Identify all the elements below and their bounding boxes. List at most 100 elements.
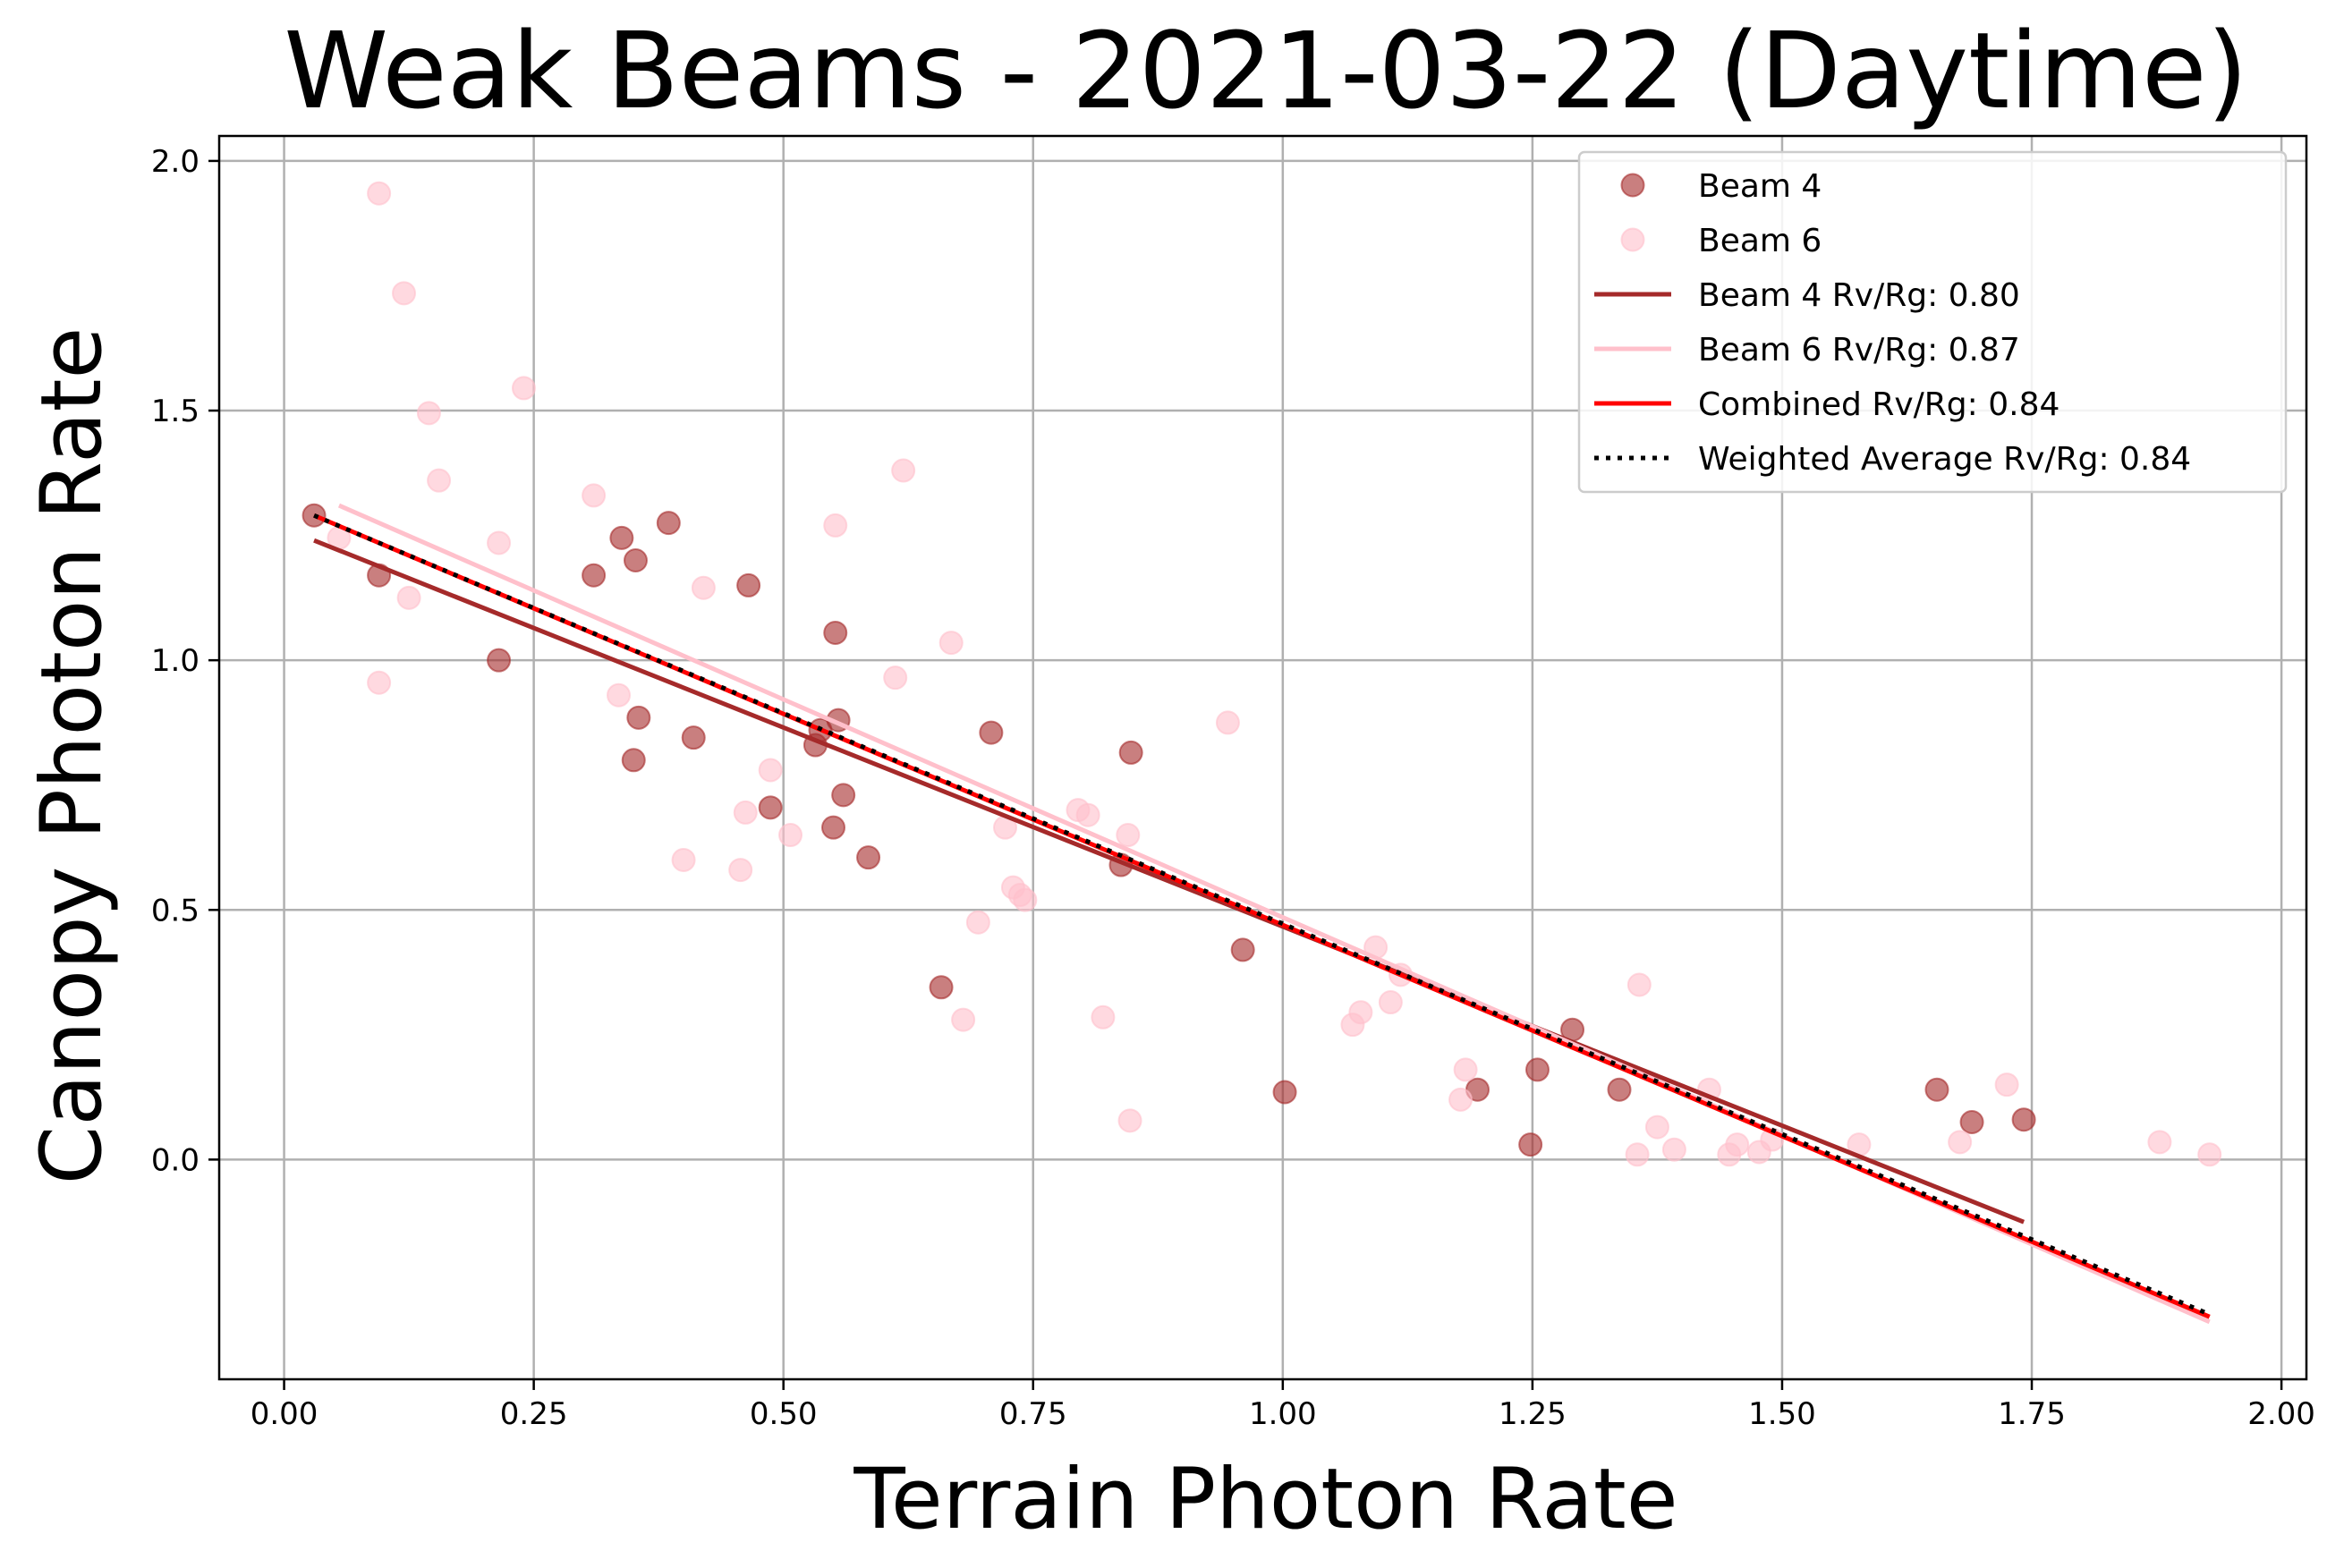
data-point — [367, 181, 392, 206]
x-tick-label: 0.25 — [500, 1396, 568, 1432]
data-point — [396, 585, 421, 610]
data-point — [671, 847, 696, 872]
data-point — [883, 665, 908, 691]
data-point — [1661, 1137, 1686, 1162]
data-point — [1013, 887, 1038, 912]
data-point — [427, 468, 452, 493]
legend-marker — [1620, 227, 1645, 252]
data-point — [607, 682, 632, 708]
data-point — [1230, 937, 1255, 962]
data-point — [891, 458, 916, 483]
data-point — [938, 631, 964, 656]
data-point — [609, 525, 634, 550]
data-point — [1215, 710, 1240, 735]
legend-label: Beam 6 Rv/Rg: 0.87 — [1698, 332, 2020, 369]
data-point — [2197, 1142, 2222, 1167]
data-point — [758, 758, 783, 783]
data-point — [1948, 1130, 1973, 1155]
data-point — [621, 748, 646, 773]
data-point — [778, 823, 803, 848]
data-point — [1607, 1077, 1632, 1102]
data-point — [1448, 1087, 1473, 1112]
x-tick-label: 2.00 — [2247, 1396, 2315, 1432]
data-point — [1625, 1142, 1650, 1167]
data-point — [856, 845, 881, 870]
y-axis-label: Canopy Photon Rate — [23, 327, 121, 1185]
y-tick-label: 2.0 — [151, 144, 200, 180]
data-point — [1924, 1077, 1949, 1102]
data-point — [487, 648, 512, 673]
legend-item: Combined Rv/Rg: 0.84 — [1594, 386, 2059, 423]
data-point — [623, 547, 648, 572]
legend-label: Beam 4 Rv/Rg: 0.80 — [1698, 277, 2020, 314]
legend-item: Beam 4 — [1620, 168, 1822, 205]
legend-label: Beam 6 — [1698, 223, 1822, 259]
data-point — [656, 511, 681, 536]
data-point — [1091, 1004, 1116, 1030]
data-point — [582, 483, 607, 508]
y-tick-label: 1.5 — [151, 394, 200, 429]
legend-label: Combined Rv/Rg: 0.84 — [1698, 386, 2059, 423]
data-point — [823, 620, 848, 645]
data-point — [626, 705, 651, 730]
data-point — [367, 670, 392, 695]
data-point — [1959, 1110, 1984, 1135]
fit-line — [313, 513, 2211, 1319]
x-tick-label: 1.50 — [1748, 1396, 1816, 1432]
data-point — [681, 725, 706, 750]
x-tick-label: 1.75 — [1998, 1396, 2066, 1432]
data-point — [416, 401, 441, 426]
data-point — [733, 800, 758, 825]
data-point — [823, 513, 848, 538]
x-tick-label: 0.75 — [999, 1396, 1067, 1432]
legend-item: Beam 6 Rv/Rg: 0.87 — [1594, 332, 2020, 369]
data-point — [1348, 1000, 1373, 1025]
legend-item: Weighted Average Rv/Rg: 0.84 — [1594, 441, 2191, 478]
data-point — [1994, 1072, 2019, 1098]
data-point — [582, 563, 607, 588]
data-point — [487, 530, 512, 555]
data-point — [965, 910, 990, 935]
chart-title: Weak Beams - 2021-03-22 (Daytime) — [284, 9, 2247, 132]
y-tick-label: 0.5 — [151, 893, 200, 928]
data-point — [1117, 1108, 1142, 1133]
data-point — [1626, 972, 1652, 997]
data-point — [929, 975, 954, 1000]
data-point — [2011, 1107, 2036, 1132]
legend-label: Weighted Average Rv/Rg: 0.84 — [1698, 441, 2191, 478]
legend-label: Beam 4 — [1698, 168, 1822, 205]
data-point — [2147, 1130, 2172, 1155]
legend-item: Beam 4 Rv/Rg: 0.80 — [1594, 277, 2020, 314]
data-point — [1725, 1132, 1750, 1157]
data-point — [821, 815, 846, 840]
legend: Beam 4 Beam 6 Beam 4 Rv/Rg: 0.80 Beam 6 Rv/… — [1577, 150, 2288, 494]
data-point — [511, 376, 536, 401]
data-point — [1075, 802, 1100, 827]
legend-item: Beam 6 — [1620, 223, 1822, 259]
x-tick-label: 0.50 — [750, 1396, 818, 1432]
data-point — [1453, 1057, 1478, 1082]
plot-frame — [217, 134, 2308, 1381]
fit-line — [313, 538, 2026, 1225]
data-point — [1644, 1115, 1669, 1140]
data-point — [691, 575, 716, 600]
legend-marker — [1620, 173, 1645, 198]
y-tick-label: 1.0 — [151, 643, 200, 679]
y-tick-label: 0.0 — [151, 1142, 200, 1178]
data-point — [758, 795, 783, 820]
x-tick-label: 1.25 — [1499, 1396, 1567, 1432]
data-point — [1524, 1057, 1550, 1082]
x-tick-label: 1.00 — [1249, 1396, 1317, 1432]
data-point — [951, 1007, 976, 1032]
data-point — [1118, 740, 1143, 765]
data-point — [1272, 1080, 1297, 1105]
x-tick-label: 0.00 — [251, 1396, 318, 1432]
data-point — [392, 281, 417, 306]
data-point — [1378, 990, 1403, 1015]
data-point — [728, 858, 753, 883]
data-point — [979, 720, 1004, 745]
legend-frame — [1577, 150, 2288, 494]
data-point — [831, 783, 856, 808]
data-point — [1116, 823, 1141, 848]
